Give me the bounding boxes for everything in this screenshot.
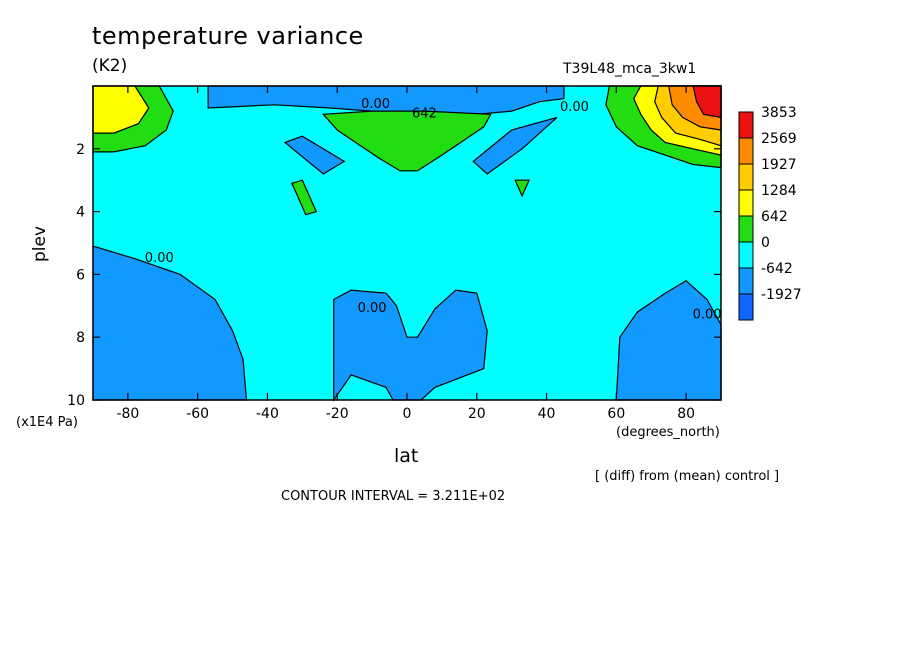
contour-region-positive-center-top <box>322 110 492 172</box>
x-tick-label--20: -20 <box>326 406 349 422</box>
contour-region-positive-left-small <box>291 179 318 216</box>
contour-regions <box>92 85 722 402</box>
x-tick-label--40: -40 <box>256 406 279 422</box>
contour-label-0: 0.00 <box>145 251 174 266</box>
legend-swatch-2 <box>738 163 754 191</box>
contour-region-negative-left-streak <box>283 135 346 175</box>
x-axis-label: lat <box>394 445 419 467</box>
x-tick-label--60: -60 <box>186 406 209 422</box>
x-tick-label-40: 40 <box>538 406 556 422</box>
legend-label-6: -642 <box>761 261 793 277</box>
contour-region-negative-right-streak <box>472 116 558 175</box>
diff-note: [ (diff) from (mean) control ] <box>595 469 780 484</box>
legend-label-2: 1927 <box>761 157 797 173</box>
legend-label-0: 3853 <box>761 105 797 121</box>
contour-interval: CONTOUR INTERVAL = 3.211E+02 <box>281 489 506 504</box>
legend-label-5: 0 <box>761 235 770 251</box>
contour-label-3: 0.00 <box>560 100 589 115</box>
contour-region-positive-right-small <box>514 179 531 198</box>
contour-label-1: 0.00 <box>361 97 390 112</box>
y-tick-label-10: 10 <box>67 393 85 409</box>
legend-swatch-3 <box>738 189 754 217</box>
legend-label-4: 642 <box>761 209 788 225</box>
y-tick-label-6: 6 <box>76 267 85 283</box>
y-tick-label-4: 4 <box>76 205 85 221</box>
contour-label-2: 642 <box>412 106 437 121</box>
units-label: (K2) <box>92 56 128 76</box>
contour-region-negative-center-lower <box>333 289 488 402</box>
y-tick-label-8: 8 <box>76 330 85 346</box>
legend-label-7: -1927 <box>761 287 802 303</box>
legend-swatch-5 <box>738 241 754 269</box>
x-unit-label: (degrees_north) <box>616 425 720 440</box>
x-tick-label-80: 80 <box>677 406 695 422</box>
run-id-label: T39L48_mca_3kw1 <box>563 61 697 77</box>
x-tick-label-0: 0 <box>403 406 412 422</box>
y-unit-label: (x1E4 Pa) <box>16 415 78 430</box>
legend-swatch-0 <box>738 111 754 139</box>
x-tick-label--80: -80 <box>116 406 139 422</box>
y-tick-label-2: 2 <box>76 142 85 158</box>
x-tick-label-20: 20 <box>468 406 486 422</box>
color-legend: 3853 2569 1927 1284 642 0 -642 -1927 <box>738 105 802 321</box>
legend-swatch-4 <box>738 215 754 243</box>
legend-swatch-6 <box>738 267 754 295</box>
chart-title: temperature variance <box>92 22 364 50</box>
legend-swatch-1 <box>738 137 754 165</box>
contour-label-5: 0.00 <box>693 307 722 322</box>
legend-swatch-7 <box>738 293 754 321</box>
contour-labels: 0.00 0.00 642 0.00 0.00 0.00 <box>145 97 722 322</box>
plot-axes: -80 -60 -40 -20 0 20 40 60 80 2 4 6 8 10 <box>67 85 722 422</box>
x-tick-label-60: 60 <box>607 406 625 422</box>
legend-label-3: 1284 <box>761 183 797 199</box>
contour-label-4: 0.00 <box>358 301 387 316</box>
legend-label-1: 2569 <box>761 131 797 147</box>
